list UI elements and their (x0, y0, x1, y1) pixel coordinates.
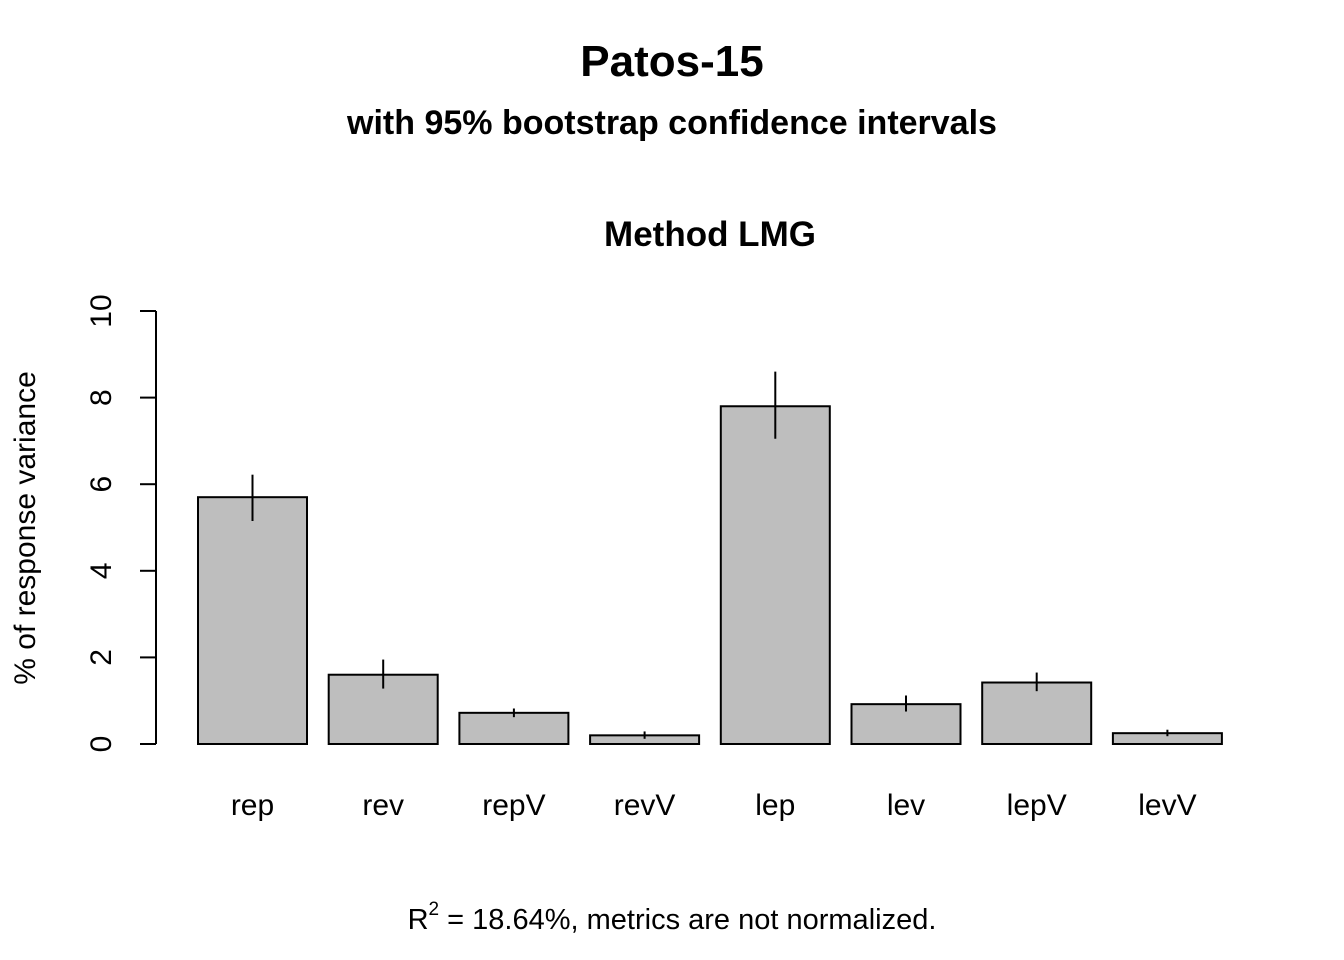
x-tick-labels: rep rev repV revV lep lev lepV levV (231, 789, 1197, 822)
bar (197, 496, 308, 745)
bars-group (197, 405, 1223, 746)
x-tick-label: lev (887, 789, 925, 822)
footer-text: = 18.64%, metrics are not normalized. (439, 904, 936, 936)
x-tick-label: rep (231, 789, 274, 822)
y-tick-label: 10 (85, 294, 118, 327)
y-tick-label: 4 (85, 562, 118, 579)
r-squared-superscript: 2 (429, 899, 440, 920)
x-tick-label: revV (614, 789, 676, 822)
bar (850, 703, 962, 745)
page-subtitle: with 95% bootstrap confidence intervals (346, 104, 997, 142)
y-axis-label: % of response variance (9, 371, 42, 685)
x-tick-label: levV (1138, 789, 1196, 822)
x-tick-label: repV (482, 789, 545, 822)
chart-title: Method LMG (604, 215, 816, 254)
bar (458, 711, 570, 745)
error-bars-group (251, 371, 1169, 739)
y-tick-label: 6 (85, 476, 118, 493)
page-title: Patos-15 (580, 37, 763, 86)
y-tick-label: 8 (85, 389, 118, 406)
y-tick-label: 0 (85, 736, 118, 753)
x-tick-label: rev (362, 789, 404, 822)
x-tick-label: lep (755, 789, 795, 822)
bar (719, 405, 831, 745)
footer-note: R2 = 18.64%, metrics are not normalized. (408, 899, 937, 936)
y-axis-ticks: 0 2 4 6 8 10 (85, 294, 156, 752)
x-tick-label: lepV (1007, 789, 1067, 822)
y-tick-label: 2 (85, 649, 118, 666)
r-squared-symbol: R (408, 904, 429, 936)
bar (981, 681, 1093, 745)
